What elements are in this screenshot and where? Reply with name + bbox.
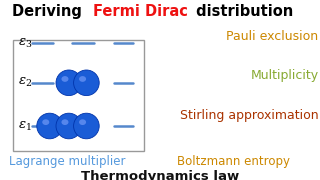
Text: Multiplicity: Multiplicity [250,69,318,82]
Ellipse shape [79,76,86,82]
Text: Deriving: Deriving [12,4,87,19]
Ellipse shape [42,119,49,125]
Text: Fermi Dirac: Fermi Dirac [93,4,188,19]
Ellipse shape [74,113,99,139]
Ellipse shape [56,113,82,139]
Ellipse shape [61,76,68,82]
Ellipse shape [37,113,62,139]
Ellipse shape [61,119,68,125]
Ellipse shape [56,70,82,96]
Text: Stirling approximation: Stirling approximation [180,109,318,122]
Text: Thermodynamics law: Thermodynamics law [81,170,239,180]
Text: distribution: distribution [191,4,294,19]
Text: $\varepsilon_1$: $\varepsilon_1$ [18,120,31,132]
Ellipse shape [79,119,86,125]
Text: Lagrange multiplier: Lagrange multiplier [9,156,125,168]
Ellipse shape [74,70,99,96]
Text: $\varepsilon_3$: $\varepsilon_3$ [18,37,32,50]
Text: $\varepsilon_2$: $\varepsilon_2$ [18,76,32,89]
FancyBboxPatch shape [13,40,144,151]
Text: Boltzmann entropy: Boltzmann entropy [177,156,290,168]
Text: Pauli exclusion: Pauli exclusion [226,30,318,42]
